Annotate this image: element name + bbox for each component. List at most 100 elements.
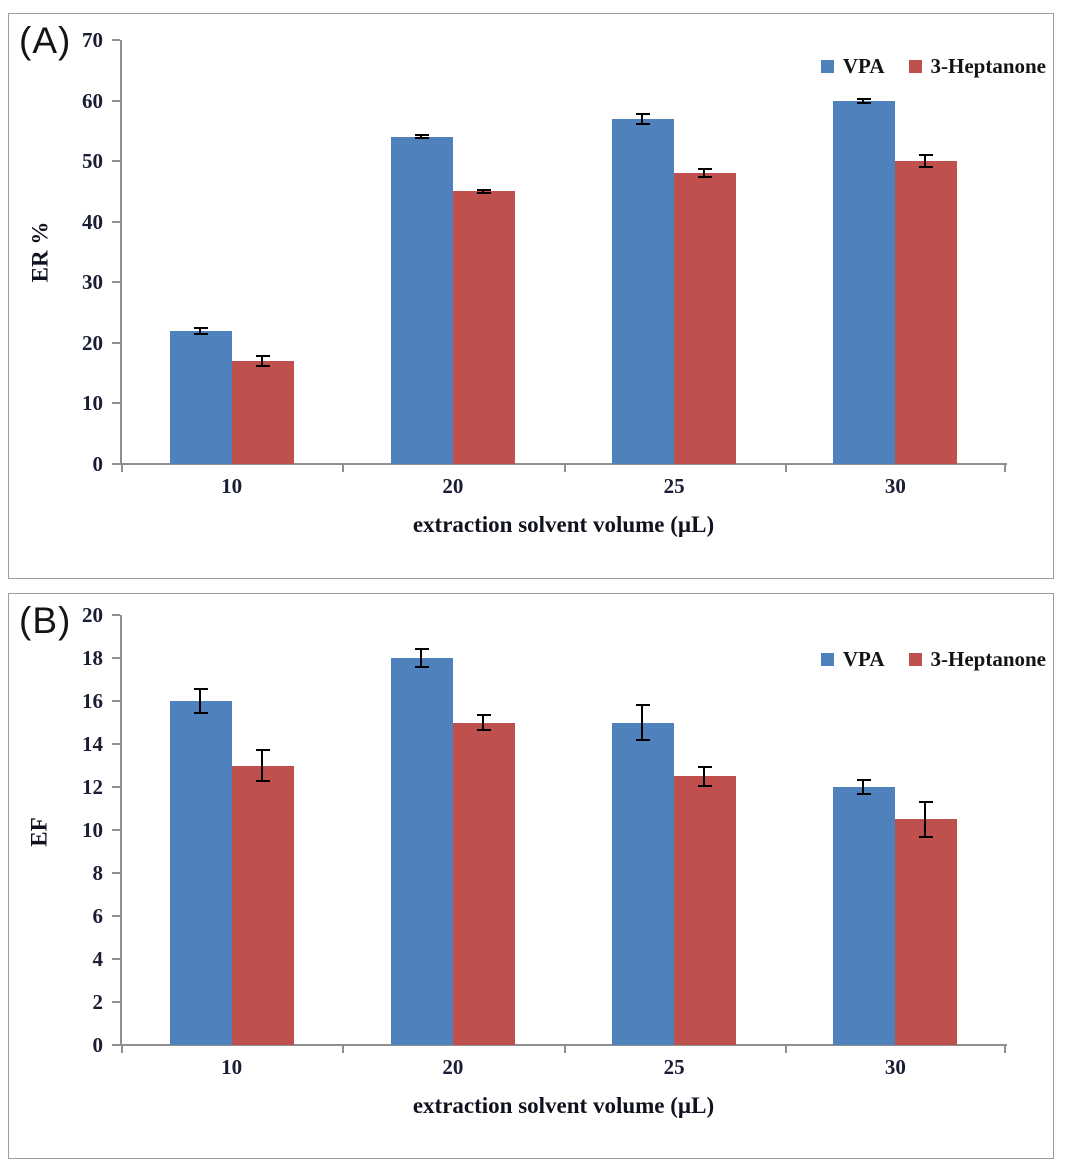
error-bar-stem [862,781,865,793]
error-bar-stem [198,690,201,712]
x-tick-mark [784,1045,787,1053]
error-bar-stem [924,802,927,836]
y-tick-mark [112,1001,120,1003]
legend-label-vpa: VPA [842,54,885,78]
error-bar-stem [924,155,927,167]
bar-3-heptanone [895,161,958,464]
error-bar [255,354,270,368]
error-bar-stem [198,328,201,333]
x-category-label: 20 [442,1055,464,1079]
bar-vpa [169,330,232,464]
x-category-label: 20 [442,474,464,498]
error-bar-stem [703,170,706,177]
x-category-label: 25 [663,474,685,498]
legend-swatch-3-heptanone [908,60,922,73]
error-bar-stem [419,136,422,138]
y-tick-mark [112,99,120,102]
error-bar-stem [641,114,644,123]
bar-vpa [833,787,896,1045]
bar-vpa [169,701,232,1045]
error-bar-stem [481,190,484,193]
y-tick-label: 50 [82,149,103,174]
x-tick-mark [121,464,123,472]
bar-3-heptanone [895,819,958,1045]
y-tick-mark [112,402,120,405]
y-tick-label: 14 [82,732,103,756]
error-bar [698,765,713,787]
panel-label-b: (B) [19,600,72,641]
error-bar [857,97,872,104]
error-bar [857,779,872,795]
y-tick-label: 6 [92,904,104,928]
x-tick-mark [1004,1045,1006,1053]
y-tick-mark [112,657,120,659]
y-tick-label: 60 [82,88,103,113]
bar-3-heptanone [452,191,515,464]
y-tick-label: 10 [82,818,103,842]
error-bar-stem [703,767,706,785]
bar-group: 20 [342,40,563,498]
y-tick-mark [112,700,120,702]
x-category-label: 30 [884,474,906,498]
bar-group: 25 [564,615,785,1079]
y-tick-mark [112,39,120,41]
error-bar-stem [260,751,263,780]
error-bar [636,112,651,125]
legend-item-3-heptanone: 3-Heptanone [908,647,1046,672]
y-tick-label: 10 [82,391,103,416]
bar-3-heptanone [452,722,515,1045]
error-bar [698,168,713,179]
bar-group: 10 [121,40,342,498]
legend-label-3-heptanone: 3-Heptanone [930,54,1047,78]
error-bar-stem [641,706,644,739]
x-tick-mark [784,464,787,472]
error-bar [414,134,429,140]
y-tick-label: 20 [82,330,103,355]
y-axis-line [120,40,122,464]
x-category-label: 10 [221,474,243,498]
error-bar [919,153,934,169]
y-tick-label: 16 [82,689,103,713]
legend-item-vpa: VPA [820,647,885,672]
error-bar [636,704,651,741]
x-tick-mark [1004,464,1006,472]
y-tick-label: 70 [82,28,103,52]
bar-vpa [390,136,453,464]
y-tick-mark [112,786,120,788]
y-tick-mark [112,915,120,917]
y-tick-label: 4 [92,947,104,971]
y-tick-label: 0 [92,452,104,476]
bar-vpa [833,100,896,464]
bar-3-heptanone [231,765,294,1045]
bar-vpa [612,722,675,1045]
y-tick-mark [112,341,120,344]
x-tick-mark [563,1045,566,1053]
bar-3-heptanone [674,173,737,464]
bar-vpa [612,118,675,464]
legend: VPA 3-Heptanone [820,647,1046,672]
y-tick-mark [112,281,120,284]
bar-group: 30 [785,40,1006,498]
error-bar [476,188,491,195]
legend-label-vpa: VPA [842,647,885,671]
y-tick-label: 0 [92,1033,104,1057]
plot-area: VPA 3-Heptanone extraction solvent volum… [82,28,1046,537]
x-category-label: 30 [884,1055,906,1079]
plot-area: VPA 3-Heptanone extraction solvent volum… [82,603,1046,1118]
legend-item-3-heptanone: 3-Heptanone [908,54,1047,79]
bar-group: 10 [121,615,342,1079]
error-bar-stem [419,650,422,666]
y-tick-mark [112,160,120,163]
panel-a: (A) ER % VPA 3-Heptanone extraction solv… [8,13,1054,579]
y-tick-label: 2 [92,990,104,1014]
legend-swatch-vpa [820,653,834,666]
y-tick-mark [112,829,120,831]
y-tick-mark [112,872,120,874]
legend-item-vpa: VPA [820,54,885,79]
panel-label-a: (A) [19,20,72,61]
bar-vpa [390,658,453,1045]
y-axis-title: ER % [27,221,53,283]
error-bar [255,749,270,782]
bar-3-heptanone [231,361,294,464]
